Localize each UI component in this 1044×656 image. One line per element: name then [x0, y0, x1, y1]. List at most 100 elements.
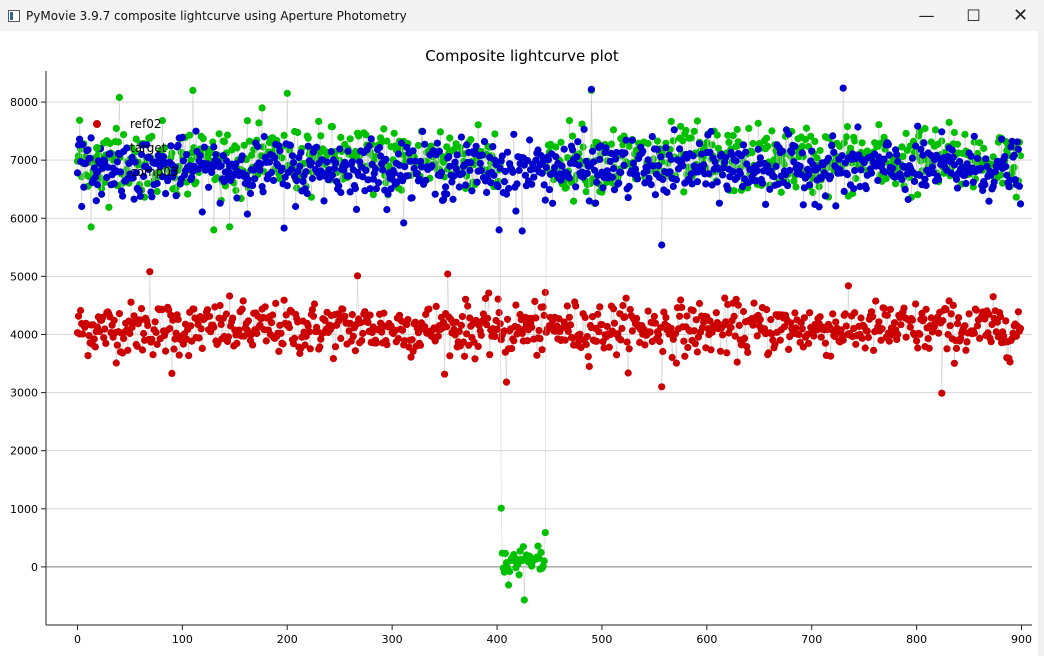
data-point-ref02: [683, 312, 691, 320]
data-point-comp03: [643, 167, 651, 175]
data-point-comp03: [806, 181, 814, 189]
data-point-comp03: [530, 173, 538, 181]
data-point-target: [283, 89, 291, 97]
data-point-ref02: [976, 334, 984, 342]
data-point-comp03: [851, 166, 859, 175]
data-point-comp03: [724, 185, 732, 193]
data-point-comp03: [990, 178, 998, 186]
data-point-comp03: [366, 185, 374, 193]
data-point-ref02: [269, 311, 277, 319]
data-point-comp03: [707, 127, 715, 136]
data-point-comp03: [544, 156, 553, 164]
data-point-comp03: [901, 185, 909, 194]
data-point-target: [798, 142, 806, 150]
data-point-comp03: [753, 167, 761, 175]
data-point-ref02: [282, 311, 290, 319]
data-point-ref02: [358, 337, 366, 345]
data-point-comp03: [500, 178, 508, 186]
data-point-comp03: [854, 123, 862, 131]
data-point-ref02: [533, 351, 541, 359]
data-point-comp03: [287, 165, 296, 173]
data-point-comp03: [296, 162, 304, 170]
minimize-button[interactable]: —: [903, 0, 950, 31]
data-point-target: [189, 86, 197, 94]
data-point-ref02: [839, 336, 847, 344]
close-button[interactable]: ✕: [997, 0, 1044, 31]
data-point-ref02: [502, 378, 511, 386]
x-tick-label: 900: [1011, 633, 1032, 646]
data-point-comp03: [624, 194, 632, 202]
data-point-ref02: [863, 327, 871, 335]
data-point-comp03: [663, 188, 671, 196]
data-point-target: [105, 203, 113, 211]
lightcurve-chart[interactable]: 0 1000 2000 3000 4000 5000 6000 7000 8000 0 100 200…: [0, 31, 1044, 656]
data-point-comp03: [583, 169, 591, 177]
data-point-comp03: [93, 181, 101, 189]
data-point-ref02: [886, 305, 895, 313]
data-point-comp03: [217, 162, 225, 170]
data-point-ref02: [767, 316, 775, 324]
data-point-comp03: [401, 163, 409, 171]
data-point-comp03: [167, 142, 175, 150]
plot-area[interactable]: Composite lightcurve plot 0 1000 2000 3000 4…: [0, 31, 1044, 656]
data-point-comp03: [283, 182, 291, 190]
data-point-comp03: [188, 173, 196, 181]
data-point-target: [112, 124, 120, 132]
data-point-ref02: [651, 319, 660, 327]
data-point-comp03: [587, 85, 596, 93]
data-point-comp03: [271, 154, 279, 162]
data-point-comp03: [337, 188, 345, 197]
data-point-comp03: [417, 163, 426, 171]
data-point-ref02: [821, 339, 830, 347]
maximize-button[interactable]: ☐: [950, 0, 997, 31]
data-point-ref02: [217, 320, 225, 328]
data-point-comp03: [304, 142, 312, 150]
data-point-comp03: [413, 169, 421, 177]
data-point-target: [390, 129, 398, 137]
data-point-target: [87, 223, 95, 231]
data-point-comp03: [1005, 183, 1013, 191]
data-point-comp03: [148, 193, 156, 201]
data-point-target: [816, 146, 824, 155]
data-point-ref02: [317, 335, 325, 343]
data-point-comp03: [829, 132, 837, 140]
data-point-ref02: [168, 369, 176, 377]
data-point-ref02: [920, 315, 928, 323]
data-point-ref02: [305, 328, 313, 336]
data-point-target: [436, 128, 444, 136]
data-point-ref02: [140, 329, 148, 338]
data-point-target: [730, 187, 738, 195]
data-point-ref02: [791, 309, 799, 317]
data-point-ref02: [353, 272, 362, 280]
data-point-ref02: [408, 336, 416, 344]
data-point-ref02: [689, 307, 697, 315]
data-point-ref02: [583, 333, 591, 341]
data-point-comp03: [502, 190, 511, 198]
data-point-comp03: [532, 156, 540, 164]
x-tick-label: 100: [172, 633, 193, 646]
data-point-comp03: [985, 197, 993, 205]
data-point-ref02: [495, 309, 503, 317]
data-point-comp03: [372, 185, 380, 193]
data-point-target: [996, 171, 1005, 179]
data-point-comp03: [827, 172, 835, 180]
data-point-ref02: [593, 337, 601, 345]
data-point-ref02: [210, 323, 218, 331]
data-point-comp03: [267, 168, 276, 177]
data-point-comp03: [480, 138, 489, 146]
data-point-comp03: [653, 145, 662, 154]
data-point-target: [570, 197, 578, 205]
data-point-comp03: [874, 176, 882, 184]
data-point-comp03: [292, 202, 300, 211]
data-point-ref02: [584, 353, 592, 361]
data-point-target: [537, 548, 545, 557]
data-point-comp03: [351, 184, 359, 193]
data-point-ref02: [925, 344, 933, 352]
data-point-comp03: [799, 201, 807, 209]
data-point-target: [882, 175, 890, 183]
data-point-ref02: [124, 346, 132, 354]
data-point-comp03: [676, 145, 684, 153]
data-point-ref02: [596, 303, 604, 311]
data-point-ref02: [463, 330, 471, 338]
data-point-target: [579, 143, 587, 151]
